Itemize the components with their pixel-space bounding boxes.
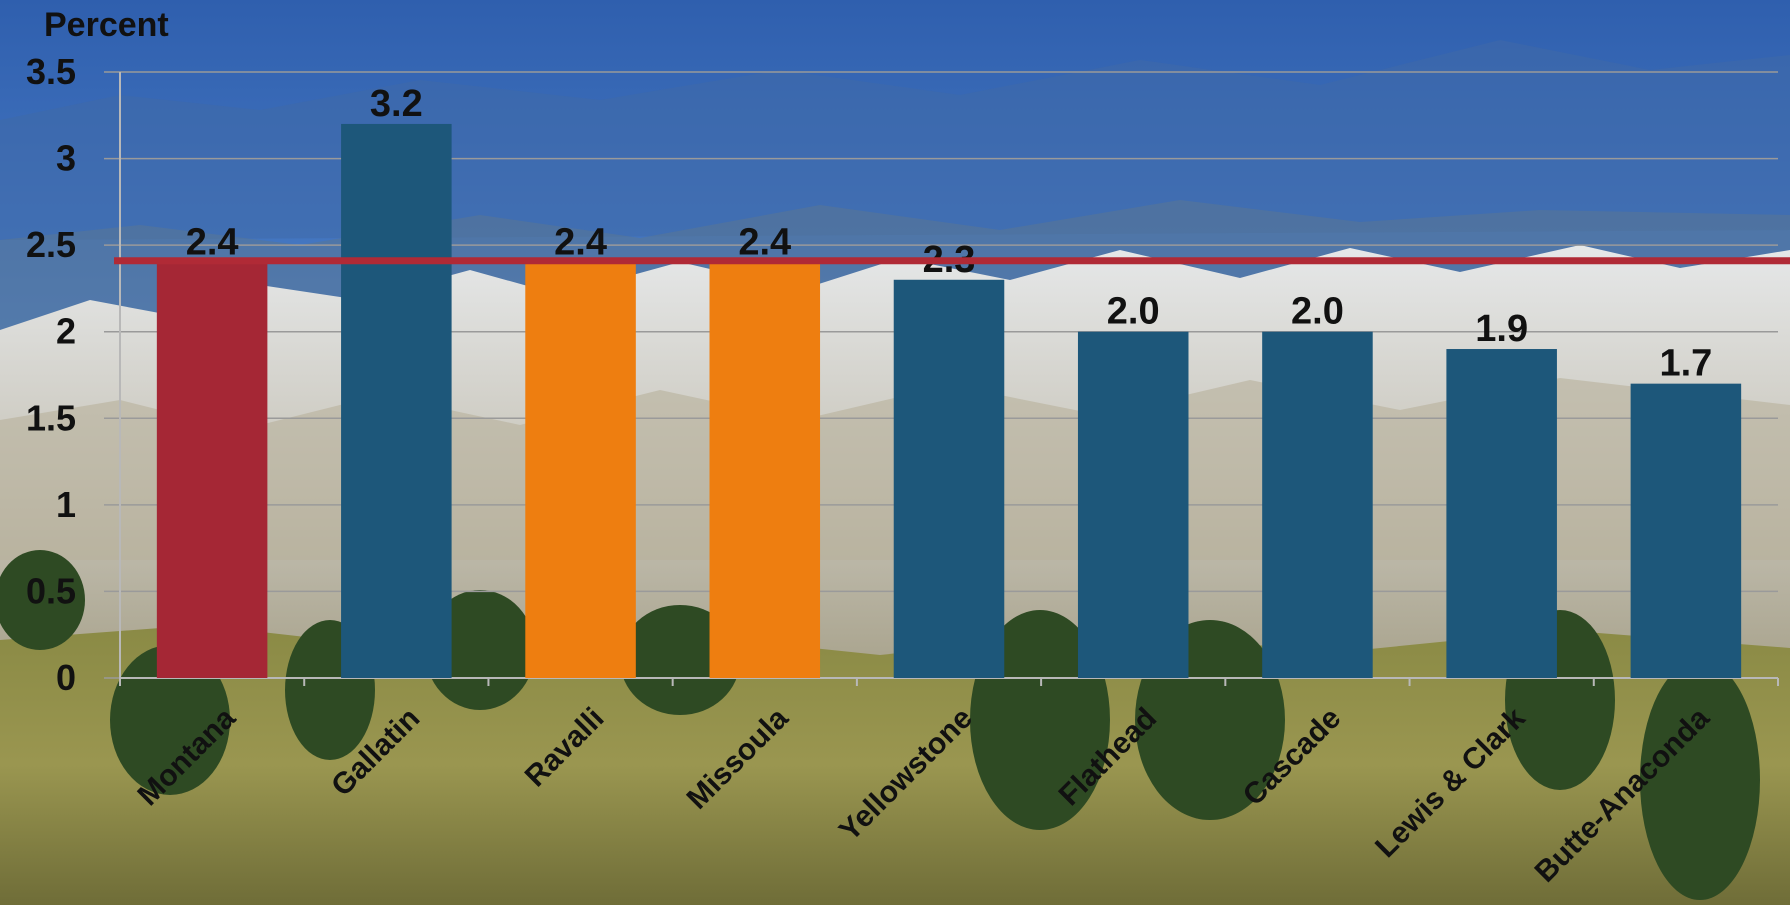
bars (156, 123, 1742, 678)
data-label: 2.4 (738, 221, 791, 263)
bar (893, 279, 1005, 678)
data-label: 2.0 (1107, 291, 1160, 333)
data-label: 1.9 (1475, 308, 1528, 350)
y-tick-label: 1.5 (26, 397, 76, 438)
bar (156, 262, 268, 678)
data-label: 2.4 (554, 221, 607, 263)
y-tick-label: 0 (56, 657, 76, 698)
bar (1262, 331, 1373, 678)
y-tick-label: 0.5 (26, 570, 76, 611)
data-label: 3.2 (370, 83, 423, 125)
y-tick-label: 2.5 (26, 224, 76, 265)
y-tick-label: 2 (56, 311, 76, 352)
data-label: 2.0 (1291, 291, 1344, 333)
data-label: 1.7 (1659, 343, 1712, 385)
y-axis-title: Percent (44, 6, 169, 44)
bar (525, 262, 636, 678)
bar (1077, 331, 1189, 678)
bar (1630, 383, 1742, 678)
y-tick-label: 3 (56, 138, 76, 179)
y-tick-label: 3.5 (26, 51, 76, 92)
y-tick-label: 1 (56, 484, 76, 525)
bar (341, 123, 452, 678)
y-axis-tick-labels: 0 0.5 1 1.5 2 2.5 3 3.5 (26, 51, 76, 698)
data-label: 2.4 (186, 221, 239, 263)
bar (1446, 349, 1557, 678)
bar (709, 262, 821, 678)
